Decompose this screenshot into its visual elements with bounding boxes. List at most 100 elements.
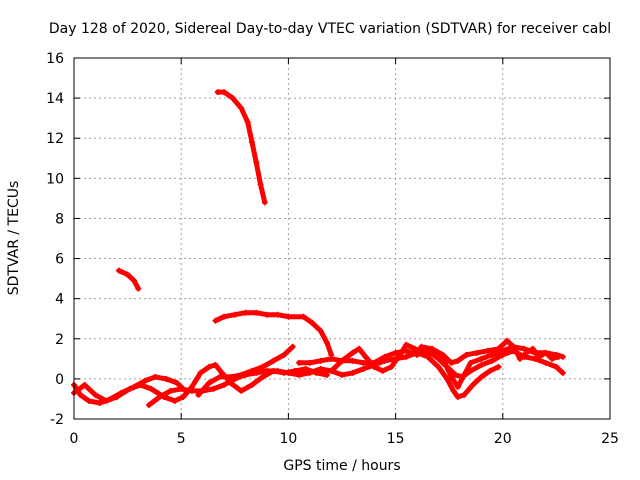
data-point — [323, 371, 330, 378]
data-point — [549, 355, 556, 362]
x-tick-label: 25 — [601, 431, 619, 447]
data-point — [484, 347, 491, 354]
data-point — [435, 363, 442, 370]
data-point — [317, 365, 324, 372]
data-point — [441, 359, 448, 366]
data-point — [248, 139, 255, 146]
data-point — [403, 341, 410, 348]
y-tick-label: 16 — [46, 51, 64, 67]
data-point — [516, 355, 523, 362]
data-point — [536, 353, 543, 360]
data-point — [328, 367, 335, 374]
data-point — [163, 375, 170, 382]
data-point — [103, 397, 110, 404]
y-tick-label: 14 — [46, 91, 64, 107]
data-point — [418, 343, 425, 350]
x-tick-label: 10 — [279, 431, 297, 447]
y-tick-label: 4 — [55, 292, 64, 308]
data-point — [195, 391, 202, 398]
data-point — [379, 367, 386, 374]
data-series — [71, 89, 566, 408]
data-point — [167, 387, 174, 394]
data-point — [141, 377, 148, 384]
data-point — [555, 353, 562, 360]
data-point — [146, 401, 153, 408]
data-point — [381, 353, 388, 360]
data-point — [469, 381, 476, 388]
data-point — [356, 345, 363, 352]
data-point — [542, 359, 549, 366]
series-line-arc-5 — [116, 268, 141, 292]
data-point — [478, 373, 485, 380]
data-point — [285, 313, 292, 320]
data-point — [178, 385, 185, 392]
data-point — [296, 371, 303, 378]
data-point — [244, 119, 251, 126]
series-line-arc-3 — [213, 310, 334, 358]
data-point — [206, 363, 213, 370]
data-point — [461, 391, 468, 398]
data-point — [521, 345, 528, 352]
data-point — [444, 375, 451, 382]
data-point — [126, 385, 133, 392]
data-point — [414, 351, 421, 358]
data-point — [135, 285, 142, 292]
data-point — [156, 393, 163, 400]
data-point — [148, 385, 155, 392]
grid — [74, 58, 610, 419]
data-point — [259, 373, 266, 380]
data-point — [429, 345, 436, 352]
data-point — [396, 351, 403, 358]
data-point — [131, 277, 138, 284]
data-point — [188, 387, 195, 394]
data-point — [171, 397, 178, 404]
data-point — [495, 345, 502, 352]
y-axis-label: SDTVAR / TECUs — [6, 181, 22, 296]
data-point — [454, 393, 461, 400]
data-point — [180, 393, 187, 400]
data-point — [81, 381, 88, 388]
data-point — [285, 369, 292, 376]
data-point — [454, 357, 461, 364]
data-point — [529, 345, 536, 352]
data-point — [86, 397, 93, 404]
data-point — [263, 311, 270, 318]
data-point — [270, 357, 277, 364]
data-point — [216, 373, 223, 380]
data-point — [448, 359, 455, 366]
data-point — [259, 363, 266, 370]
y-tick-label: 0 — [55, 372, 64, 388]
data-point — [212, 317, 219, 324]
data-point — [392, 349, 399, 356]
x-tick-label: 20 — [494, 431, 512, 447]
data-point — [454, 383, 461, 390]
data-point — [542, 349, 549, 356]
data-point — [510, 343, 517, 350]
data-point — [339, 357, 345, 364]
series-line-low-d — [195, 344, 296, 398]
data-point — [263, 367, 270, 374]
data-point — [317, 327, 324, 334]
y-tick-label: 12 — [46, 131, 64, 147]
data-point — [214, 89, 221, 96]
data-point — [173, 379, 180, 386]
data-point — [339, 371, 345, 378]
y-tick-label: 8 — [55, 211, 64, 227]
data-point — [317, 357, 324, 364]
data-point — [461, 371, 468, 378]
data-point — [206, 379, 213, 386]
data-point — [227, 373, 234, 380]
data-point — [261, 199, 268, 206]
data-point — [231, 311, 238, 318]
data-point — [300, 313, 307, 320]
x-tick-label: 5 — [177, 431, 186, 447]
data-point — [349, 349, 356, 356]
data-point — [124, 271, 131, 278]
data-point — [289, 343, 296, 350]
data-point — [349, 369, 356, 376]
data-point — [360, 359, 367, 366]
data-point — [221, 89, 228, 96]
data-point — [77, 391, 84, 398]
data-point — [559, 369, 566, 376]
